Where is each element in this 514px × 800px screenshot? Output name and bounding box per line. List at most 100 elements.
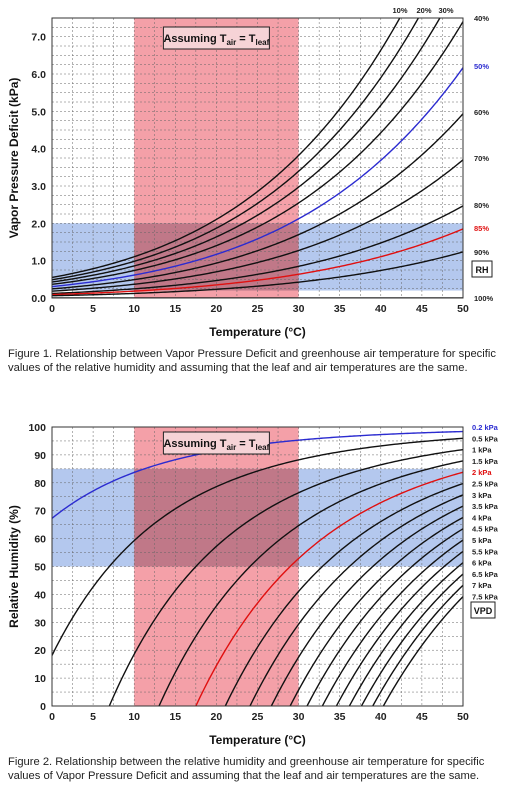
y-tick-label: 3.0 <box>31 181 46 193</box>
x-tick-label: 50 <box>457 711 469 723</box>
series-line <box>158 460 463 706</box>
note-box <box>162 26 270 50</box>
assumption-note: Assuming Tair = Tleaf <box>162 431 270 455</box>
y-tick-label: 0.0 <box>31 293 46 305</box>
series-line <box>52 437 463 656</box>
series-label: 0.5 kPa <box>472 434 499 443</box>
y-tick-label: 30 <box>34 617 46 629</box>
figure-2-caption: Figure 2. Relationship between the relat… <box>8 756 485 782</box>
x-tick-label: 15 <box>169 303 181 315</box>
series-label: 70% <box>474 154 489 163</box>
series-label: 100% <box>474 294 494 303</box>
x-axis-label: Temperature (°C) <box>209 325 306 339</box>
grid <box>51 17 464 299</box>
y-tick-label: 50 <box>34 562 46 574</box>
series-label: 5 kPa <box>472 536 492 545</box>
series-line <box>306 528 463 706</box>
series-label: 60% <box>474 108 489 117</box>
y-tick-label: 100 <box>28 422 46 434</box>
series-line <box>270 505 463 706</box>
series-label: 2.5 kPa <box>472 480 499 489</box>
y-tick-label: 5.0 <box>31 106 46 118</box>
series-label: 6 kPa <box>472 559 492 568</box>
y-axis-label: Vapor Pressure Deficit (kPa) <box>7 78 21 239</box>
vpd-legend-label: VPD <box>474 606 493 616</box>
x-tick-label: 10 <box>128 711 140 723</box>
series-line <box>52 251 463 297</box>
x-tick-label: 40 <box>375 711 387 723</box>
x-tick-label: 0 <box>49 711 55 723</box>
series-label: 90% <box>474 248 489 257</box>
x-tick-label: 25 <box>252 711 264 723</box>
series-line <box>52 21 463 286</box>
x-tick-label: 25 <box>252 303 264 315</box>
curves <box>52 430 463 706</box>
series-label: 6.5 kPa <box>472 570 499 579</box>
figure-1-caption: Figure 1. Relationship between Vapor Pre… <box>8 348 496 374</box>
x-tick-label: 5 <box>90 711 96 723</box>
series-label: 1 kPa <box>472 446 492 455</box>
series-line <box>52 18 401 279</box>
series-line <box>52 18 420 281</box>
y-tick-label: 10 <box>34 673 46 685</box>
series-line <box>335 550 463 706</box>
series-line <box>52 159 463 292</box>
series-label: 10% <box>392 6 407 15</box>
rh-legend-label: RH <box>476 265 489 275</box>
series-label: 50% <box>474 62 489 71</box>
curves <box>52 18 463 298</box>
vpd-vs-temperature-chart: 0 5 10 15 20 25 30 35 40 45 50 0.0 1.0 2.0 3.0 4.0 5.0 6.… <box>7 6 494 339</box>
y-tick-label: 2.0 <box>31 218 46 230</box>
y-tick-label: 70 <box>34 506 46 518</box>
grid <box>51 426 464 707</box>
assumption-note: Assuming Tair = Tleaf <box>162 26 270 50</box>
x-tick-label: 35 <box>334 303 346 315</box>
x-tick-label: 45 <box>416 711 428 723</box>
series-line <box>52 205 463 295</box>
series-label: 7.5 kPa <box>472 593 499 602</box>
series-label: 3 kPa <box>472 491 492 500</box>
x-tick-label: 30 <box>293 303 305 315</box>
note-text: Assuming Tair = Tleaf <box>163 33 269 47</box>
plot-frame <box>51 426 464 707</box>
x-tick-label: 30 <box>293 711 305 723</box>
series-label: 4.5 kPa <box>472 525 499 534</box>
y-tick-label: 20 <box>34 645 46 657</box>
note-text: Assuming Tair = Tleaf <box>163 438 269 452</box>
x-axis-label: Temperature (°C) <box>209 733 306 747</box>
x-tick-label: 40 <box>375 303 387 315</box>
x-tick-label: 50 <box>457 303 469 315</box>
x-tick-label: 20 <box>211 303 223 315</box>
series-line <box>360 573 463 706</box>
note-box <box>162 431 270 455</box>
y-tick-label: 80 <box>34 478 46 490</box>
y-tick-label: 0 <box>40 701 46 713</box>
y-tick-label: 40 <box>34 589 46 601</box>
series-label: 2 kPa <box>472 468 492 477</box>
x-tick-label: 45 <box>416 303 428 315</box>
series-line <box>382 596 463 706</box>
series-label: 5.5 kPa <box>472 547 499 556</box>
y-tick-label: 1.0 <box>31 256 46 268</box>
series-line <box>52 113 463 290</box>
series-line <box>224 482 463 706</box>
x-tick-label: 5 <box>90 303 96 315</box>
x-tick-label: 10 <box>128 303 140 315</box>
series-label: 85% <box>474 224 489 233</box>
series-label: 30% <box>438 6 453 15</box>
figure-2: 0 5 10 15 20 25 30 35 40 45 50 0 10 20 30 40 50 60 70 80 90 1… <box>0 415 514 760</box>
rh-legend-box: RH <box>471 260 493 278</box>
y-axis-label: Relative Humidity (%) <box>7 505 21 628</box>
y-tick-label: 4.0 <box>31 144 46 156</box>
y-tick-label: 7.0 <box>31 32 46 44</box>
series-line <box>52 18 441 283</box>
y-tick-label: 6.0 <box>31 69 46 81</box>
y-tick-label: 60 <box>34 534 46 546</box>
series-label: 1.5 kPa <box>472 457 499 466</box>
x-tick-label: 15 <box>169 711 181 723</box>
series-line <box>321 539 463 706</box>
series-line <box>108 448 463 706</box>
series-label: 4 kPa <box>472 513 492 522</box>
series-label: 0.2 kPa <box>472 423 499 432</box>
series-label: 80% <box>474 201 489 210</box>
